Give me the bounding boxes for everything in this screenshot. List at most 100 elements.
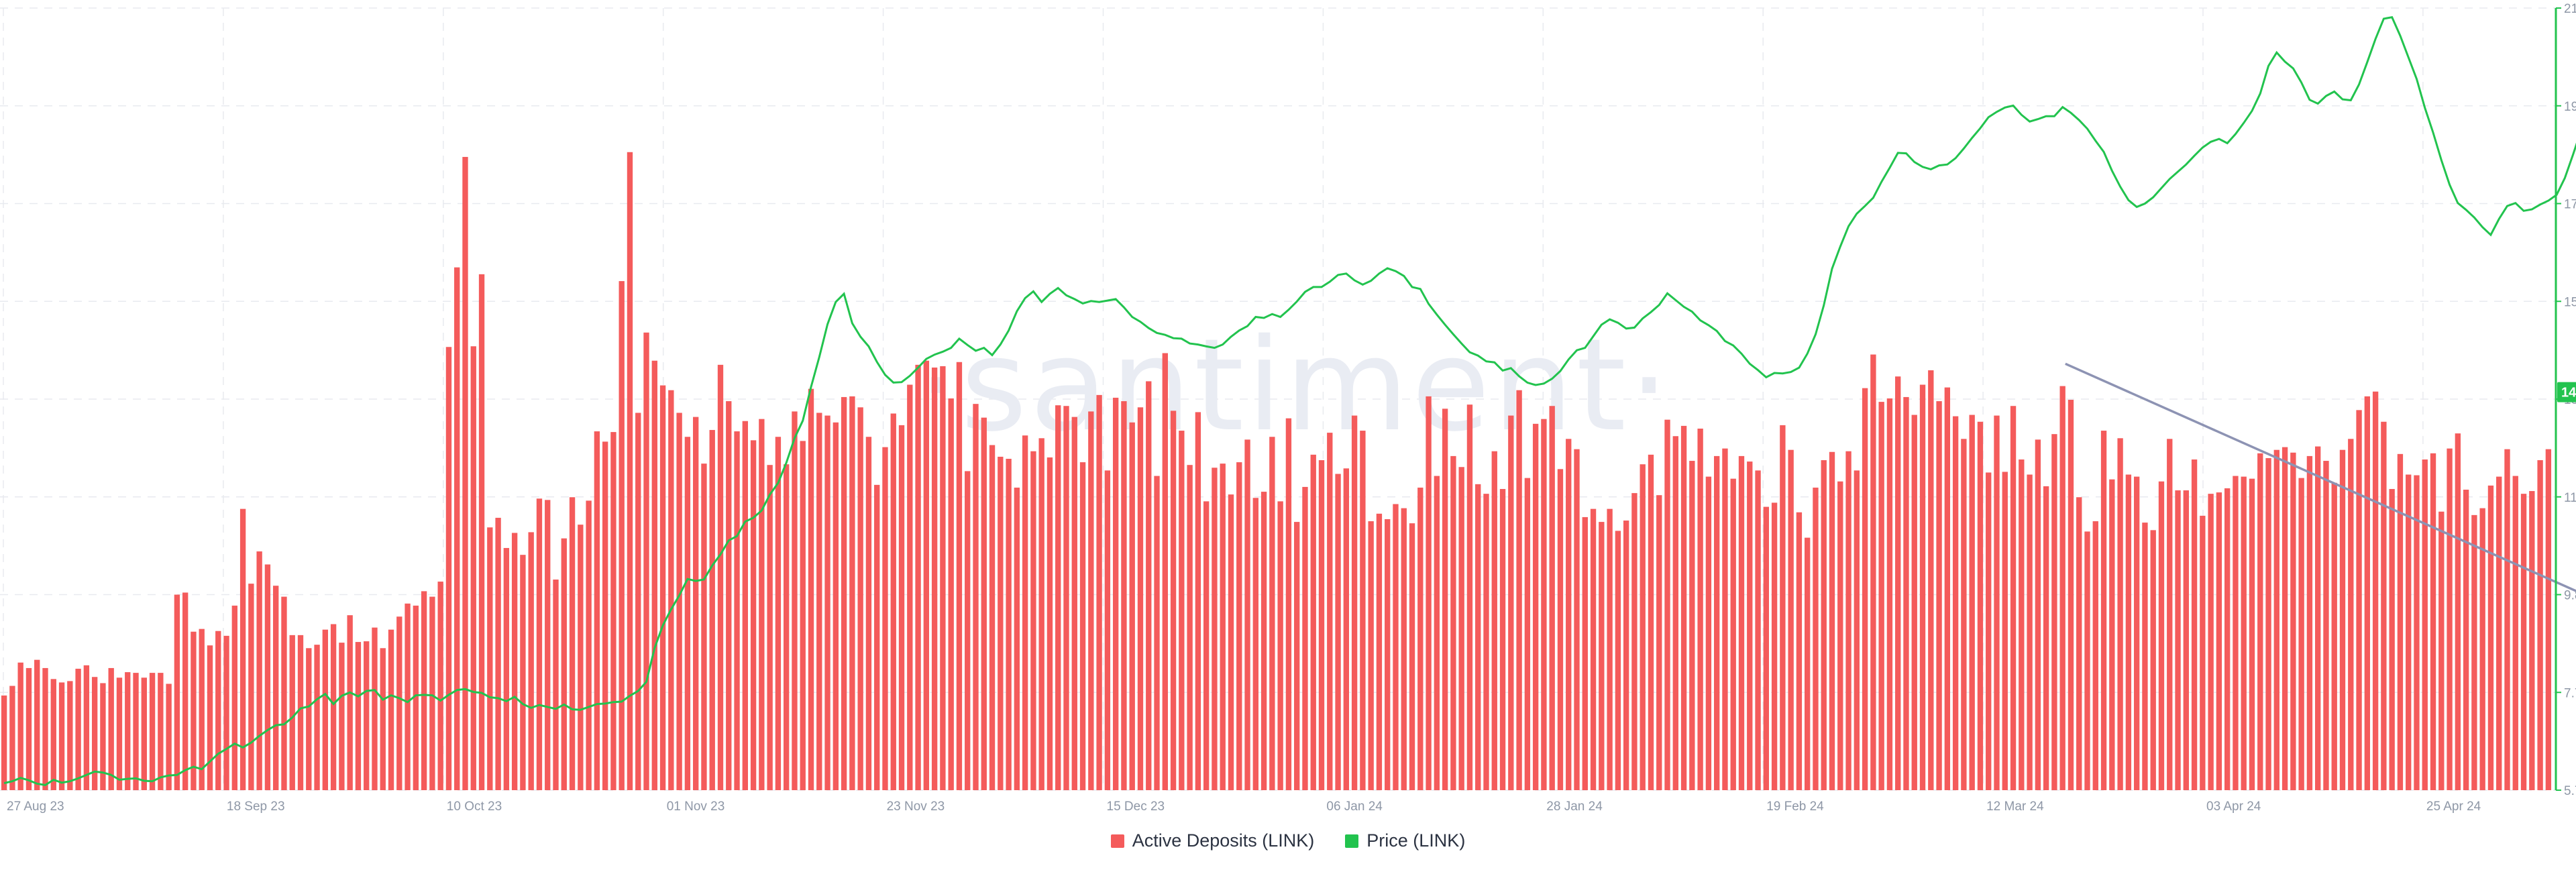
deposit-bar (1821, 460, 1827, 790)
deposit-bar (569, 497, 576, 790)
deposit-bar (495, 517, 501, 790)
deposit-bar (2150, 530, 2156, 790)
deposit-bar (83, 665, 90, 790)
deposit-bar (405, 603, 411, 790)
deposit-bar (2529, 491, 2535, 790)
deposit-bar (2306, 455, 2313, 790)
deposit-bar (429, 596, 435, 790)
deposit-bar (1, 695, 7, 790)
deposit-bar (355, 642, 362, 790)
legend-item-deposits[interactable]: Active Deposits (LINK) (1110, 830, 1314, 851)
deposit-bar (1220, 464, 1226, 790)
deposit-bar (2323, 461, 2329, 790)
price-axis-tick-label: 21.971 (2564, 2, 2576, 16)
deposit-bar (1401, 508, 1407, 790)
deposit-bar (108, 667, 114, 790)
deposit-bar (2068, 400, 2074, 790)
deposit-bar (191, 631, 197, 790)
date-axis-tick-label: 19 Feb 24 (1766, 800, 1824, 814)
legend-item-price[interactable]: Price (LINK) (1345, 830, 1465, 851)
deposit-bar (1829, 451, 1835, 790)
deposit-bar (1911, 415, 1917, 790)
deposit-bar (1187, 465, 1193, 790)
deposit-bar (520, 555, 526, 790)
deposit-bar (2430, 453, 2436, 790)
deposit-bar (849, 396, 855, 790)
date-axis-tick-label: 12 Mar 24 (1986, 800, 2044, 814)
date-axis-tick-label: 23 Nov 23 (887, 800, 945, 814)
deposit-bar (1491, 451, 1497, 790)
deposit-bar (2512, 476, 2518, 790)
deposit-bar (610, 432, 616, 790)
deposit-bar (1854, 470, 1860, 790)
deposit-bar (1466, 404, 1473, 790)
deposit-bar (973, 404, 979, 790)
deposit-bar (1417, 487, 1424, 790)
deposit-bar (1944, 387, 1951, 790)
deposit-bar (413, 605, 419, 790)
deposit-bar (396, 616, 402, 790)
watermark: ·santiment· (918, 311, 1672, 459)
deposit-bar (1936, 401, 1942, 790)
deposit-bar (1260, 492, 1267, 790)
deposit-bar (2273, 449, 2279, 790)
deposit-bar (1664, 419, 1670, 790)
deposit-bar (248, 584, 254, 790)
deposit-bar (2315, 446, 2321, 790)
deposit-bar (2438, 511, 2445, 790)
deposit-bar (2545, 449, 2552, 790)
deposit-bar (1154, 476, 1160, 790)
deposit-bar (833, 422, 839, 790)
deposit-bar (2002, 472, 2008, 790)
deposit-bar (133, 673, 139, 790)
deposit-bar (1755, 470, 1761, 790)
date-axis-tick-label: 15 Dec 23 (1107, 800, 1165, 814)
deposit-bar (2414, 475, 2420, 790)
deposit-bar (948, 398, 954, 790)
deposit-bar (34, 659, 40, 790)
deposit-bar (372, 627, 378, 790)
deposit-bar (1813, 487, 1819, 790)
deposit-bar (1656, 495, 1662, 790)
deposit-bar (2397, 453, 2404, 790)
deposit-bar (882, 447, 888, 790)
deposit-bar (256, 551, 262, 790)
deposit-bar (816, 413, 822, 790)
deposit-bar (1179, 431, 1185, 790)
deposit-bar (223, 635, 229, 790)
deposit-bar (125, 672, 131, 790)
deposit-bar (264, 564, 271, 790)
deposit-bar (231, 605, 237, 790)
deposit-bar (1952, 416, 1959, 790)
deposit-bar (1096, 394, 1102, 790)
deposit-bar (2183, 490, 2189, 790)
deposit-bar (643, 332, 649, 790)
deposit-bar (1351, 415, 1358, 790)
deposit-bar (1714, 455, 1720, 790)
deposit-bar (437, 582, 443, 790)
deposit-bar (2117, 438, 2123, 790)
deposit-bar (1631, 493, 1638, 790)
deposit-bar (239, 508, 246, 790)
deposit-bar (1780, 425, 1786, 790)
deposit-bar (158, 673, 164, 790)
deposit-bar (1252, 498, 1258, 790)
deposit-bar (2471, 514, 2477, 790)
deposit-bar (2051, 434, 2057, 790)
deposit-bar (1046, 457, 1053, 790)
deposit-bar (1961, 439, 1967, 790)
deposit-bar (454, 267, 460, 790)
deposit-bar (635, 413, 641, 790)
deposit-bar (2200, 515, 2206, 790)
deposit-bar (1458, 467, 1464, 790)
deposit-bar (388, 629, 394, 790)
deposit-bar (2265, 457, 2271, 790)
deposit-bar (2422, 459, 2428, 790)
deposit-bar (478, 274, 485, 791)
deposit-bar (792, 411, 798, 790)
date-axis-tick-label: 28 Jan 24 (1546, 800, 1603, 814)
deposit-bar (1038, 438, 1044, 790)
deposit-bar (174, 594, 180, 790)
deposit-bar (956, 362, 963, 790)
deposit-bar (75, 668, 81, 790)
